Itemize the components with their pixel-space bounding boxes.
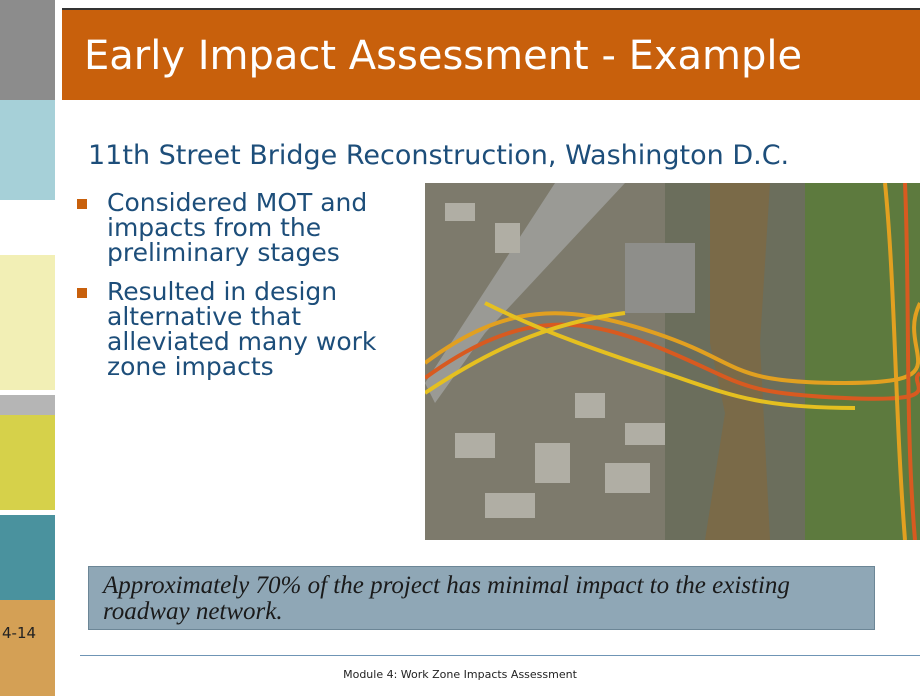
strip-block — [0, 255, 55, 390]
bullet: Considered MOT and impacts from the prel… — [75, 190, 405, 265]
slide: Early Impact Assessment - Example 11th S… — [0, 0, 920, 696]
bullet-list: Considered MOT and impacts from the prel… — [75, 190, 405, 393]
strip-block — [0, 415, 55, 510]
strip-block — [0, 515, 55, 600]
strip-block — [0, 600, 55, 696]
footer-rule — [80, 655, 920, 656]
bullet: Resulted in design alternative that alle… — [75, 279, 405, 379]
slide-number: 4-14 — [2, 624, 36, 642]
strip-block — [0, 100, 55, 200]
callout: Approximately 70% of the project has min… — [88, 566, 875, 630]
subtitle: 11th Street Bridge Reconstruction, Washi… — [88, 140, 789, 171]
strip-gap — [55, 0, 62, 696]
aerial-photo — [425, 183, 920, 540]
strip-block — [0, 0, 55, 100]
title: Early Impact Assessment - Example — [62, 8, 920, 100]
footer: Module 4: Work Zone Impacts Assessment — [0, 668, 920, 681]
